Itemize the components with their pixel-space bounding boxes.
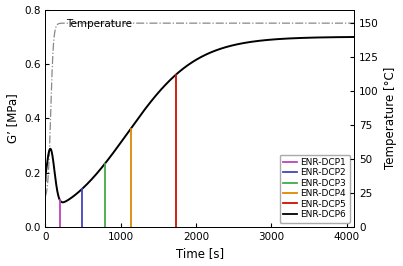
Y-axis label: Temperature [°C]: Temperature [°C] (384, 67, 397, 169)
X-axis label: Time [s]: Time [s] (176, 247, 224, 260)
Legend: ENR-DCP1, ENR-DCP2, ENR-DCP3, ENR-DCP4, ENR-DCP5, ENR-DCP6: ENR-DCP1, ENR-DCP2, ENR-DCP3, ENR-DCP4, … (280, 155, 350, 223)
Y-axis label: G’ [MPa]: G’ [MPa] (6, 93, 19, 143)
Text: Temperature: Temperature (66, 19, 133, 29)
